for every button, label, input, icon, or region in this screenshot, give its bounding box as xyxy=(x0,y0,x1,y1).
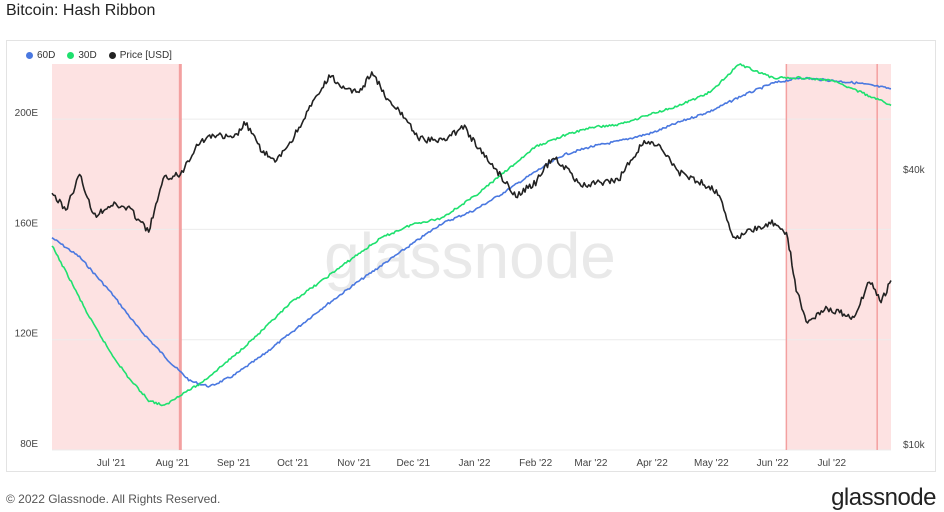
chart-frame xyxy=(6,40,936,472)
chart-title: Bitcoin: Hash Ribbon xyxy=(6,2,156,19)
legend: 60D 30D Price [USD] xyxy=(26,50,172,61)
glassnode-logo[interactable]: glassnode xyxy=(831,484,936,511)
legend-item-60d[interactable]: 60D xyxy=(26,50,55,61)
copyright-text: © 2022 Glassnode. All Rights Reserved. xyxy=(6,492,221,506)
legend-item-30d[interactable]: 30D xyxy=(67,50,97,61)
legend-dot-price xyxy=(108,52,116,59)
legend-item-price[interactable]: Price [USD] xyxy=(108,50,172,61)
legend-label-30d: 30D xyxy=(78,50,97,61)
legend-dot-60d xyxy=(26,52,33,59)
legend-label-price: Price [USD] xyxy=(119,50,172,61)
legend-dot-30d xyxy=(67,52,75,59)
legend-label-60d: 60D xyxy=(37,50,56,61)
